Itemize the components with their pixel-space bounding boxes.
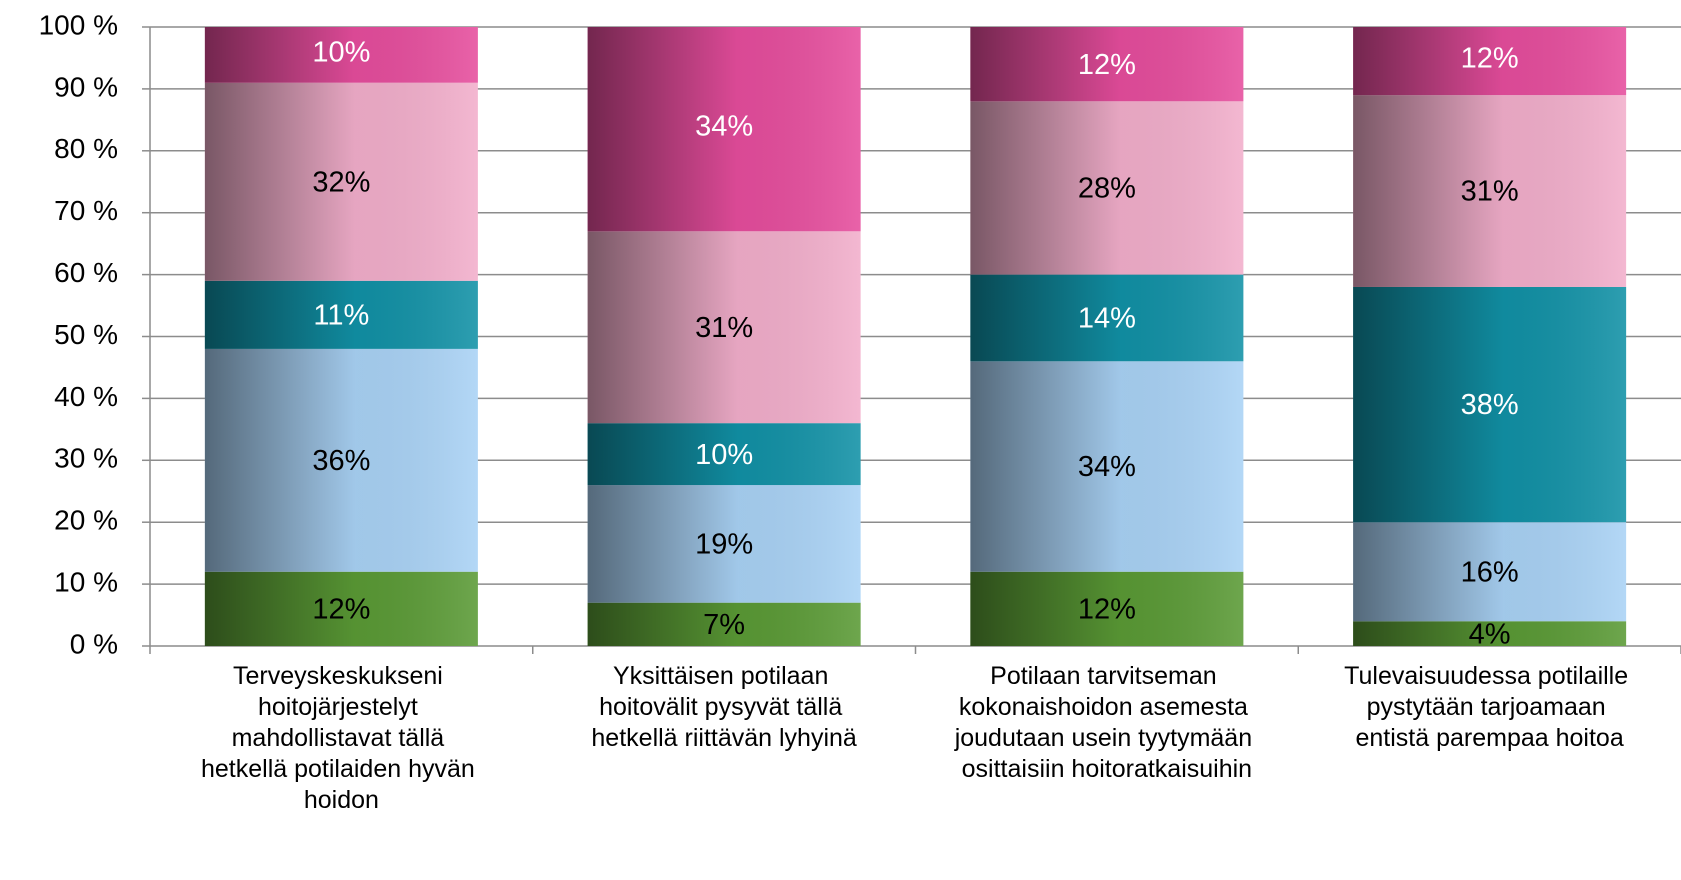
x-tick-label: Yksittäisen potilaan hoitovälit pysyvät … bbox=[591, 662, 857, 752]
bar-shade bbox=[970, 361, 1244, 572]
bar-shade bbox=[1353, 95, 1627, 287]
bar-shade bbox=[587, 602, 861, 646]
value-label: 34% bbox=[1078, 451, 1136, 483]
y-tick-label: 20 % bbox=[54, 505, 118, 536]
bar-shade bbox=[587, 485, 861, 603]
bar-shade bbox=[1353, 27, 1627, 96]
y-tick-label: 50 % bbox=[54, 319, 118, 350]
value-label: 12% bbox=[1078, 49, 1136, 81]
x-tick-label: Potilaan tarvitseman kokonaishoidon asem… bbox=[954, 662, 1259, 783]
value-label: 31% bbox=[695, 312, 753, 344]
bar-shade bbox=[970, 571, 1244, 646]
bar-shade bbox=[1353, 286, 1627, 523]
plot-area bbox=[204, 27, 1627, 646]
bar-shade bbox=[204, 82, 478, 281]
bar-shade bbox=[204, 348, 478, 572]
y-tick-label: 10 % bbox=[54, 566, 118, 597]
value-label: 19% bbox=[695, 529, 753, 561]
value-label: 28% bbox=[1078, 173, 1136, 205]
value-label: 7% bbox=[703, 609, 745, 641]
bar-shade bbox=[587, 27, 861, 232]
bar-shade bbox=[204, 27, 478, 83]
value-label: 10% bbox=[312, 36, 370, 68]
bar-shade bbox=[587, 231, 861, 424]
x-tick-label: Terveyskeskukseni hoitojärjestelyt mahdo… bbox=[201, 662, 482, 814]
y-tick-label: 80 % bbox=[54, 133, 118, 164]
y-tick-label: 40 % bbox=[54, 381, 118, 412]
bar-shade bbox=[1353, 621, 1627, 646]
value-label: 31% bbox=[1461, 176, 1519, 208]
value-label: 16% bbox=[1461, 556, 1519, 588]
bar-shade bbox=[1353, 522, 1627, 622]
bar-shade bbox=[204, 571, 478, 646]
value-label: 4% bbox=[1469, 618, 1511, 650]
y-tick-label: 90 % bbox=[54, 71, 118, 102]
value-label: 14% bbox=[1078, 303, 1136, 335]
value-label: 12% bbox=[1078, 594, 1136, 626]
value-label: 36% bbox=[312, 445, 370, 477]
bar-shade bbox=[204, 280, 478, 349]
value-label: 34% bbox=[695, 111, 753, 143]
y-tick-label: 60 % bbox=[54, 257, 118, 288]
y-tick-label: 30 % bbox=[54, 443, 118, 474]
y-tick-label: 100 % bbox=[39, 9, 118, 40]
x-tick-label: Tulevaisuudessa potilaille pystytään tar… bbox=[1344, 662, 1635, 752]
bar-shade bbox=[587, 423, 861, 486]
value-label: 10% bbox=[695, 439, 753, 471]
value-label: 12% bbox=[312, 594, 370, 626]
bar-shade bbox=[970, 101, 1244, 275]
y-tick-label: 0 % bbox=[70, 628, 118, 659]
value-label: 38% bbox=[1461, 389, 1519, 421]
bar-shade bbox=[970, 274, 1244, 362]
y-tick-label: 70 % bbox=[54, 195, 118, 226]
value-label: 11% bbox=[313, 299, 369, 331]
value-label: 32% bbox=[312, 166, 370, 198]
bar-shade bbox=[970, 27, 1244, 102]
value-label: 12% bbox=[1461, 43, 1519, 75]
